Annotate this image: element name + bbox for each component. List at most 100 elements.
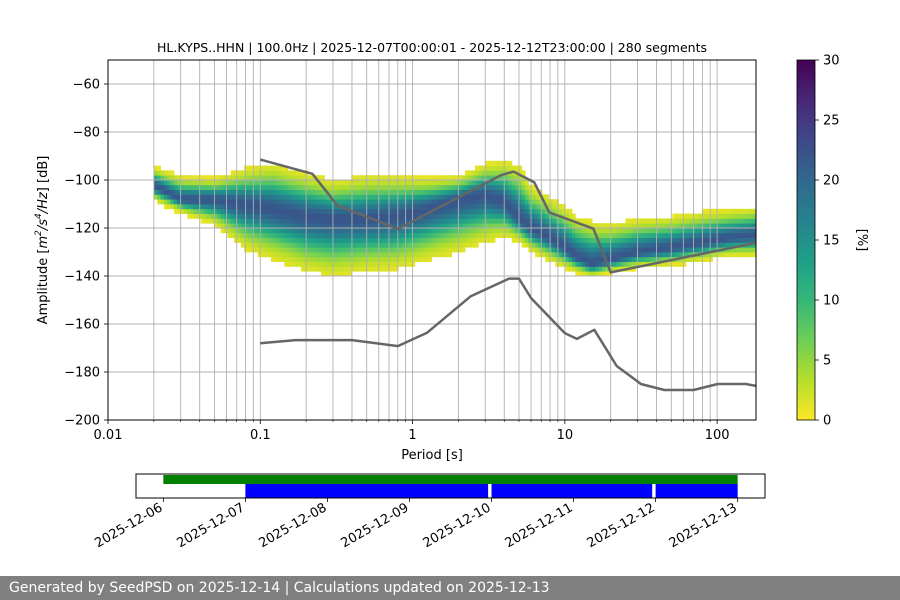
heatmap-cell xyxy=(377,261,382,267)
heatmap-cell xyxy=(658,237,663,243)
heatmap-cell xyxy=(491,184,496,190)
heatmap-cell xyxy=(173,208,178,214)
heatmap-cell xyxy=(558,218,563,224)
heatmap-cell xyxy=(411,194,416,200)
heatmap-cell xyxy=(217,199,222,205)
heatmap-cell xyxy=(367,199,372,205)
heatmap-cell xyxy=(501,204,506,210)
heatmap-cell xyxy=(461,184,466,190)
heatmap-cell xyxy=(284,252,289,258)
heatmap-cell xyxy=(521,237,526,243)
heatmap-cell xyxy=(247,184,252,190)
heatmap-cell xyxy=(588,228,593,234)
heatmap-cell xyxy=(398,261,402,267)
heatmap-cell xyxy=(742,218,747,224)
heatmap-cell xyxy=(632,232,636,238)
heatmap-cell xyxy=(230,175,235,181)
heatmap-cell xyxy=(398,218,402,224)
heatmap-cell xyxy=(294,213,299,219)
heatmap-cell xyxy=(347,218,352,224)
heatmap-cell xyxy=(411,232,416,238)
heatmap-cell xyxy=(699,256,703,262)
heatmap-cell xyxy=(424,218,429,224)
heatmap-cell xyxy=(270,228,275,234)
heatmap-cell xyxy=(682,247,687,253)
heatmap-cell xyxy=(732,232,737,238)
heatmap-cell xyxy=(274,204,279,210)
heatmap-cell xyxy=(521,180,526,186)
heatmap-cell xyxy=(250,194,255,200)
heatmap-cell xyxy=(525,218,529,224)
heatmap-cell xyxy=(180,208,185,214)
heatmap-cell xyxy=(658,228,663,234)
heatmap-cell xyxy=(454,208,459,214)
heatmap-cell xyxy=(648,252,653,258)
heatmap-cell xyxy=(488,213,493,219)
heatmap-cell xyxy=(665,218,670,224)
heatmap-cell xyxy=(461,242,466,248)
heatmap-cell xyxy=(377,242,382,248)
heatmap-cell xyxy=(568,247,573,253)
heatmap-cell xyxy=(454,223,459,229)
heatmap-cell xyxy=(314,223,319,229)
heatmap-cell xyxy=(177,189,182,195)
heatmap-cell xyxy=(297,218,302,224)
heatmap-cell xyxy=(311,266,315,272)
heatmap-cell xyxy=(709,237,713,243)
heatmap-cell xyxy=(321,252,325,258)
heatmap-cell xyxy=(321,266,325,272)
heatmap-cell xyxy=(317,266,322,272)
heatmap-cell xyxy=(153,194,158,200)
heatmap-cell xyxy=(204,194,208,200)
heatmap-cell xyxy=(709,247,713,253)
heatmap-cell xyxy=(230,199,235,205)
heatmap-cell xyxy=(204,213,208,219)
heatmap-cell xyxy=(658,247,663,253)
heatmap-cell xyxy=(153,175,158,181)
heatmap-cell xyxy=(478,232,483,238)
heatmap-cell xyxy=(187,184,192,190)
heatmap-cell xyxy=(287,213,292,219)
heatmap-cell xyxy=(167,189,171,195)
heatmap-cell xyxy=(424,232,429,238)
heatmap-cell xyxy=(411,247,416,253)
heatmap-cell xyxy=(327,204,332,210)
heatmap-cell xyxy=(491,170,496,176)
heatmap-cell xyxy=(354,256,359,262)
heatmap-cell xyxy=(371,184,376,190)
heatmap-cell xyxy=(214,184,218,190)
heatmap-cell xyxy=(612,242,616,248)
heatmap-cell xyxy=(321,228,325,234)
heatmap-cell xyxy=(170,184,175,190)
heatmap-cell xyxy=(307,237,312,243)
heatmap-cell xyxy=(444,184,449,190)
heatmap-cell xyxy=(424,189,429,195)
heatmap-cell xyxy=(260,208,265,214)
heatmap-cell xyxy=(227,232,232,238)
heatmap-cell xyxy=(622,261,626,267)
heatmap-cell xyxy=(334,247,339,253)
heatmap-cell xyxy=(280,184,285,190)
heatmap-cell xyxy=(722,213,727,219)
heatmap-cell xyxy=(735,208,740,214)
heatmap-cell xyxy=(307,194,312,200)
heatmap-cell xyxy=(461,194,466,200)
heatmap-cell xyxy=(327,180,332,186)
heatmap-cell xyxy=(528,218,533,224)
heatmap-cell xyxy=(535,232,539,238)
heatmap-cell xyxy=(264,194,268,200)
heatmap-cell xyxy=(244,218,248,224)
heatmap-cell xyxy=(658,223,663,229)
heatmap-cell xyxy=(324,228,329,234)
heatmap-cell xyxy=(357,208,362,214)
heatmap-cell xyxy=(451,194,456,200)
heatmap-cell xyxy=(461,232,466,238)
heatmap-cell xyxy=(351,175,355,181)
heatmap-cell xyxy=(749,213,754,219)
heatmap-cell xyxy=(612,266,616,272)
heatmap-cell xyxy=(327,242,332,248)
heatmap-cell xyxy=(505,232,509,238)
heatmap-cell xyxy=(732,223,737,229)
psd-segment-bar xyxy=(491,484,653,498)
heatmap-cell xyxy=(267,237,272,243)
